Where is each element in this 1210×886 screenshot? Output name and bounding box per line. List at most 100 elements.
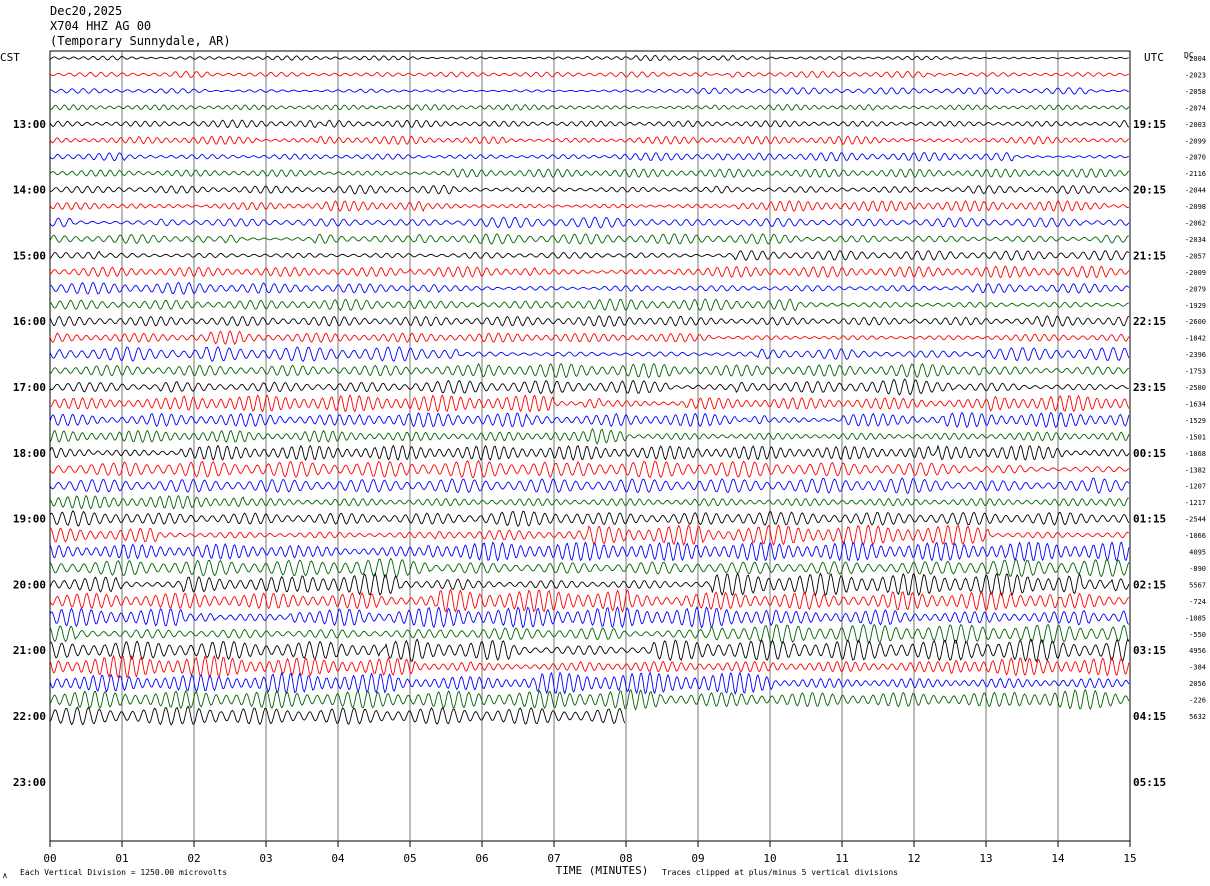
trace-line [49,200,1129,213]
trace-line [49,623,1130,645]
dc-offset-label: -1382 [1185,466,1206,474]
trace-line [49,346,1130,362]
trace-line [49,606,1130,629]
dc-offset-label: -2023 [1185,71,1206,79]
dc-offset-label: -1529 [1185,417,1206,425]
dc-offset-label: -550 [1189,631,1206,639]
dc-offset-label: -2004 [1185,55,1206,63]
cst-hour-label: 14:00 [13,184,46,197]
dc-offset-label: -226 [1189,697,1206,705]
trace-line [49,87,1130,95]
cst-hour-label: 17:00 [13,381,46,394]
trace-line [49,216,1130,229]
seismic-traces [49,54,1130,726]
trace-line [49,119,1130,129]
hour-labels: 13:00 14:00 15:00 16:00 17:00 18:00 19:00 20:00… [13,118,1166,789]
trace-line [49,233,1129,245]
dc-offset-label: -2044 [1185,187,1206,195]
dc-offset-label: -1929 [1185,302,1206,310]
dc-offset-label: -2600 [1185,318,1206,326]
minute-gridlines [121,51,1059,841]
dc-offset-label: -2544 [1185,516,1206,524]
trace-line [49,688,1130,711]
trace-line [49,298,1129,312]
x-tick-label-12: 12 [907,852,920,865]
dc-offset-label: -2062 [1185,220,1206,228]
dc-offset-label: -2034 [1185,236,1206,244]
trace-line [49,330,1130,346]
trace-line [49,151,1130,162]
trace-line [49,524,1130,546]
utc-hour-label: 21:15 [1133,249,1166,262]
dc-offset-label: -890 [1189,565,1206,573]
utc-axis-title: UTC [1144,51,1164,64]
x-tick-label-15: 15 [1123,852,1136,865]
cst-hour-label: 20:00 [13,578,46,591]
plot-frame [49,50,1131,842]
dc-offset-label: -1501 [1185,433,1206,441]
cst-hour-label: 19:00 [13,513,46,526]
trace-line [49,281,1130,295]
utc-hour-label: 23:15 [1133,381,1166,394]
dc-offset-label: -2074 [1185,104,1206,112]
cst-hour-label: 21:00 [13,644,46,657]
dc-offset-label: -2057 [1185,252,1206,260]
trace-line [49,411,1130,429]
dc-offset-label: -1634 [1185,400,1206,408]
dc-offset-label: -2079 [1185,285,1206,293]
footer-scale-note: Each Vertical Division = 1250.00 microvo… [20,868,227,877]
cst-hour-label: 23:00 [13,776,46,789]
location-label: (Temporary Sunnydale, AR) [50,34,231,48]
trace-line [49,444,1130,461]
cst-hour-label: 13:00 [13,118,46,131]
dc-offset-label: -2058 [1185,88,1206,96]
dc-offset-label: -1066 [1185,532,1206,540]
trace-line [49,510,1130,527]
trace-line [49,477,1130,495]
dc-offset-label: -1842 [1185,335,1206,343]
dc-offset-label: -384 [1189,664,1206,672]
trace-line [49,654,1130,679]
x-tick-label-00: 00 [43,852,56,865]
dc-offset-label: -2580 [1185,384,1206,392]
x-tick-label-01: 01 [115,852,128,865]
dc-offset-label: -2070 [1185,154,1206,162]
x-tick-label-03: 03 [259,852,272,865]
trace-line [49,557,1130,578]
trace-line [49,572,1130,597]
cst-hour-label: 22:00 [13,710,46,723]
trace-line [49,378,1129,396]
x-tick-label-10: 10 [763,852,776,865]
dc-offset-label: 4095 [1189,549,1206,557]
x-tick-label-06: 06 [475,852,488,865]
date-label: Dec20,2025 [50,4,123,18]
cst-hour-label: 15:00 [13,249,46,262]
trace-line [49,705,626,726]
x-tick-label-09: 09 [691,852,704,865]
utc-hour-label: 20:15 [1133,184,1166,197]
cst-hour-label: 18:00 [13,447,46,460]
trace-line [49,168,1130,178]
trace-line [49,265,1130,279]
utc-hour-label: 04:15 [1133,710,1166,723]
dc-offset-label: -1868 [1185,450,1206,458]
utc-hour-label: 01:15 [1133,513,1166,526]
footer-clip-note: Traces clipped at plus/minus 5 vertical … [662,868,898,877]
dc-offset-label: -2099 [1185,137,1206,145]
dc-offset-label: -2396 [1185,351,1206,359]
trace-line [49,541,1130,562]
trace-line [49,394,1130,413]
utc-hour-label: 03:15 [1133,644,1166,657]
cst-axis-title: CST [0,51,20,64]
trace-line [49,54,1129,62]
trace-line [49,362,1130,379]
trace-line [49,70,1130,78]
dc-offset-label: -2009 [1185,269,1206,277]
footer-marker: ∧ [2,871,8,880]
trace-line [49,638,1130,663]
dc-offset-label: -1085 [1185,614,1206,622]
dc-offset-label: -2116 [1185,170,1206,178]
trace-line [49,249,1130,261]
x-tick-label-04: 04 [331,852,345,865]
